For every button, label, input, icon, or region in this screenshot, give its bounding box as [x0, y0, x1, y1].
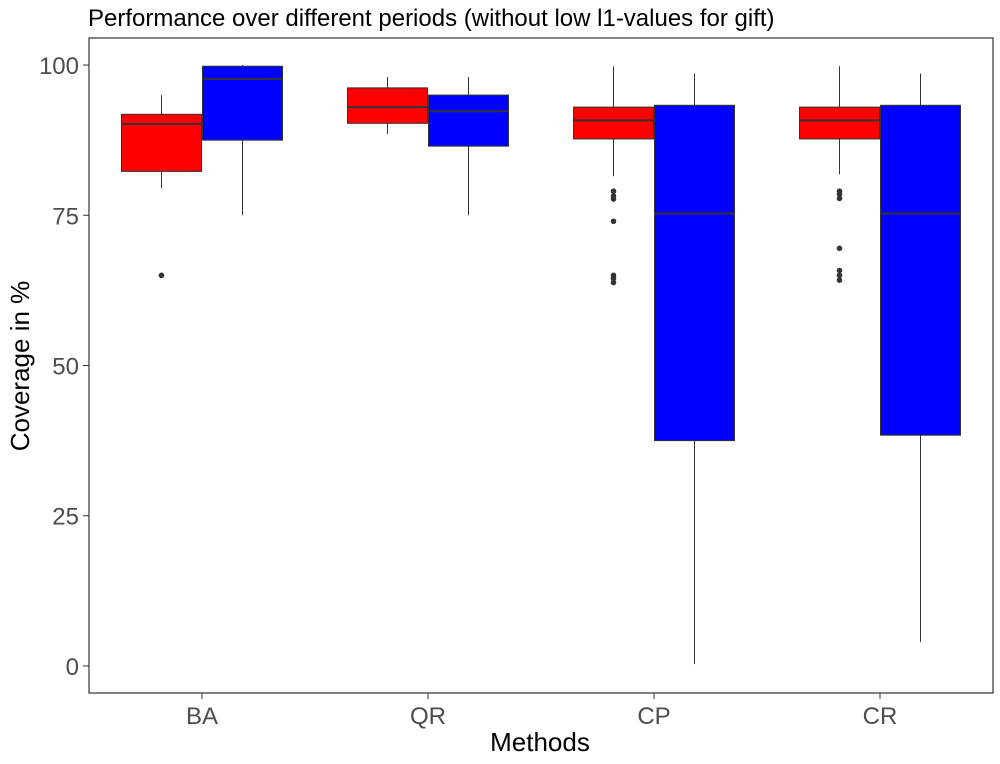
box-cr-series-1-outlier-7 [836, 277, 843, 283]
chart-title: Performance over different periods (with… [88, 5, 775, 32]
x-axis: BA QR CP CR [186, 693, 897, 730]
x-tick-label-cr: CR [863, 703, 898, 730]
box-cp-series-1-outlier-3 [610, 196, 617, 202]
box-cr-series-1-outlier-3 [836, 195, 843, 202]
box-cr-series-1-outlier-4 [836, 245, 843, 252]
box-qr-series-1 [347, 87, 428, 124]
box-cr-series-1-outlier-2 [836, 191, 843, 198]
box-cr-series-2 [880, 104, 961, 436]
y-tick-label-50: 50 [52, 354, 79, 381]
box-cp-series-1-outlier-6 [610, 275, 617, 282]
y-axis-title: Coverage in % [5, 281, 35, 452]
y-tick-label-100: 100 [39, 53, 79, 80]
y-axis: 0 25 50 75 100 [39, 53, 89, 681]
box-cr-series-1 [799, 106, 880, 140]
x-axis-title: Methods [490, 727, 590, 757]
y-tick-label-0: 0 [66, 654, 79, 681]
y-tick-label-25: 25 [52, 504, 79, 531]
box-cp-series-1 [573, 106, 654, 140]
x-tick-label-cp: CP [637, 703, 670, 730]
box-ba-series-1-outlier-1 [158, 272, 165, 279]
plot-marks [121, 65, 961, 665]
box-cp-series-1-outlier-1 [610, 188, 617, 195]
box-cr-series-1-outlier-6 [836, 272, 843, 279]
x-tick-label-ba: BA [186, 703, 218, 730]
box-qr-series-2 [428, 94, 509, 147]
y-tick-label-75: 75 [52, 203, 79, 230]
box-ba-series-2 [202, 65, 283, 141]
x-tick-label-qr: QR [410, 703, 446, 730]
box-cp-series-1-outlier-4 [610, 218, 617, 225]
box-ba-series-1 [121, 113, 202, 172]
box-cp-series-1-outlier-7 [610, 279, 617, 286]
box-cr-series-1-outlier-5 [836, 267, 843, 274]
box-cp-series-2 [654, 104, 735, 442]
